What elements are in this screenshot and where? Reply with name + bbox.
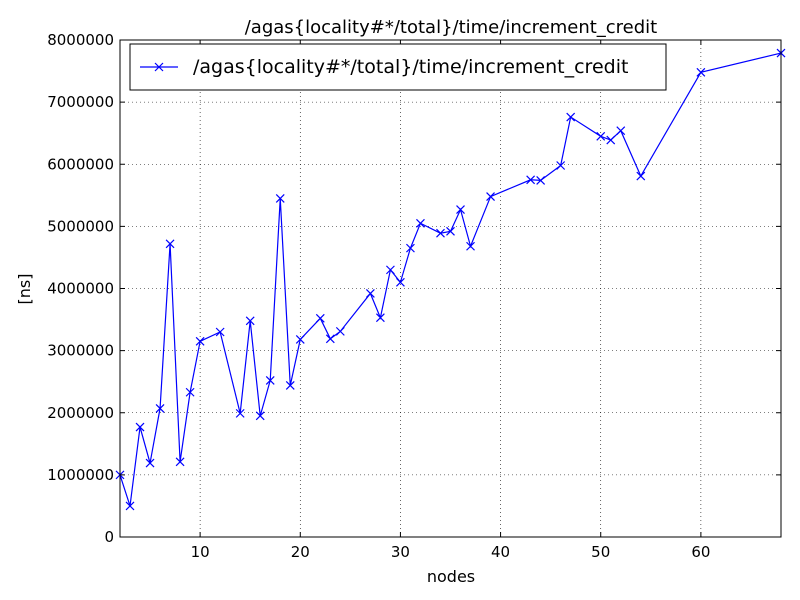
y-tick-label: 2000000 xyxy=(47,404,114,422)
data-point-marker xyxy=(566,112,576,122)
data-point-marker xyxy=(596,131,606,141)
data-point-marker xyxy=(416,218,425,228)
data-point-marker xyxy=(636,171,646,181)
data-point-marker xyxy=(375,313,385,323)
y-tick-label: 4000000 xyxy=(47,280,114,298)
data-point-marker xyxy=(175,457,185,467)
data-point-marker xyxy=(456,205,465,215)
x-tick-label: 10 xyxy=(191,543,210,561)
data-point-marker xyxy=(486,192,495,201)
y-axis-label: [ns] xyxy=(15,274,34,305)
data-point-marker xyxy=(335,326,345,336)
x-tick-label: 20 xyxy=(291,543,310,561)
x-tick-label: 40 xyxy=(491,543,510,561)
data-point-marker xyxy=(606,135,616,145)
data-point-marker xyxy=(235,408,245,418)
series-layer xyxy=(115,48,786,511)
grid-lines xyxy=(120,39,781,538)
data-point-marker xyxy=(466,241,475,251)
data-point-marker xyxy=(125,501,135,511)
data-point-marker xyxy=(275,193,285,203)
data-point-marker xyxy=(185,387,195,397)
data-point-marker xyxy=(365,289,375,298)
data-point-marker xyxy=(385,265,395,275)
y-tick-label: 6000000 xyxy=(47,155,114,173)
data-point-marker xyxy=(135,422,145,432)
data-point-marker xyxy=(145,458,155,468)
x-tick-label: 50 xyxy=(591,543,610,561)
data-point-marker xyxy=(536,175,546,185)
data-point-marker xyxy=(245,316,255,326)
data-point-marker xyxy=(155,403,165,413)
data-point-marker xyxy=(285,380,295,390)
y-tick-label: 0 xyxy=(104,528,114,546)
legend: /agas{locality#*/total}/time/increment_c… xyxy=(129,43,667,91)
data-point-marker xyxy=(446,226,455,236)
y-tick-label: 3000000 xyxy=(47,342,114,360)
y-tick-label: 7000000 xyxy=(47,93,114,111)
y-tick-label: 1000000 xyxy=(47,466,114,484)
data-point-marker xyxy=(436,228,445,238)
data-point-marker xyxy=(526,175,536,185)
x-axis-label: nodes xyxy=(427,567,475,586)
data-point-marker xyxy=(556,161,566,170)
legend-series-label: /agas{locality#*/total}/time/increment_c… xyxy=(193,56,628,78)
series-group xyxy=(115,48,786,511)
data-point-marker xyxy=(215,327,225,337)
data-point-marker xyxy=(165,239,175,249)
x-tick-label: 60 xyxy=(691,543,710,561)
legend-box xyxy=(129,43,667,91)
data-point-marker xyxy=(696,67,706,77)
data-point-marker xyxy=(295,335,305,344)
data-point-marker xyxy=(395,277,405,287)
y-tick-label: 5000000 xyxy=(47,217,114,235)
y-tick-label: 8000000 xyxy=(47,31,114,49)
chart-title: /agas{locality#*/total}/time/increment_c… xyxy=(245,17,658,38)
data-point-marker xyxy=(195,336,205,346)
data-point-marker xyxy=(616,126,626,136)
data-point-marker xyxy=(325,334,335,344)
axis-ticks: 10 20 30 40 50 60 0 1000000 2000000 3000000 400000… xyxy=(47,31,781,561)
data-point-marker xyxy=(265,376,275,385)
x-tick-label: 30 xyxy=(391,543,410,561)
legend-marker-sample xyxy=(154,62,164,72)
data-point-marker xyxy=(255,411,265,421)
data-point-marker xyxy=(406,243,415,253)
data-point-marker xyxy=(315,313,325,323)
